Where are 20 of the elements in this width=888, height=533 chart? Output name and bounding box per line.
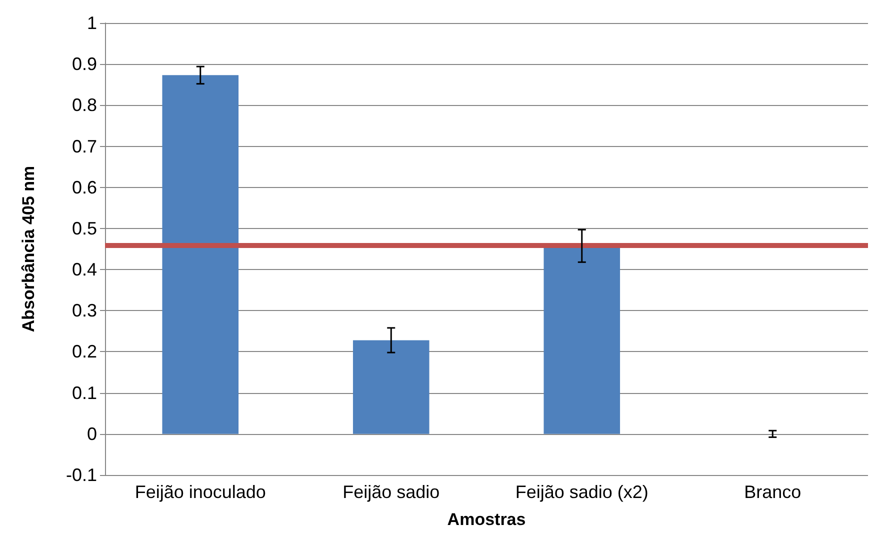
x-tick-label: Feijão sadio (342, 482, 440, 502)
y-tick-label: 0.2 (72, 342, 97, 362)
y-tick-label: 0.4 (72, 260, 97, 280)
y-tick-label: 0.9 (72, 54, 97, 74)
y-tick-label: 0.6 (72, 177, 97, 198)
y-tick-label: 1 (86, 13, 97, 33)
y-tick-label: 0.5 (72, 218, 97, 238)
y-tick-label: 0.8 (72, 95, 97, 116)
y-tick-label: 0.3 (72, 300, 97, 321)
x-tick-label: Feijão sadio (x2) (515, 482, 648, 502)
y-tick-label: 0 (86, 424, 97, 444)
y-tick-label: 0.7 (72, 136, 97, 156)
y-tick-label: -0.1 (66, 465, 97, 485)
bar (352, 340, 430, 434)
bar (162, 75, 239, 434)
y-tick-label: 0.1 (72, 382, 97, 403)
x-tick-label: Feijão inoculado (134, 482, 266, 502)
x-tick-label: Branco (744, 482, 802, 502)
x-axis-title: Amostras (447, 510, 526, 529)
y-axis-title: Absorbância 405 nm (19, 166, 38, 332)
